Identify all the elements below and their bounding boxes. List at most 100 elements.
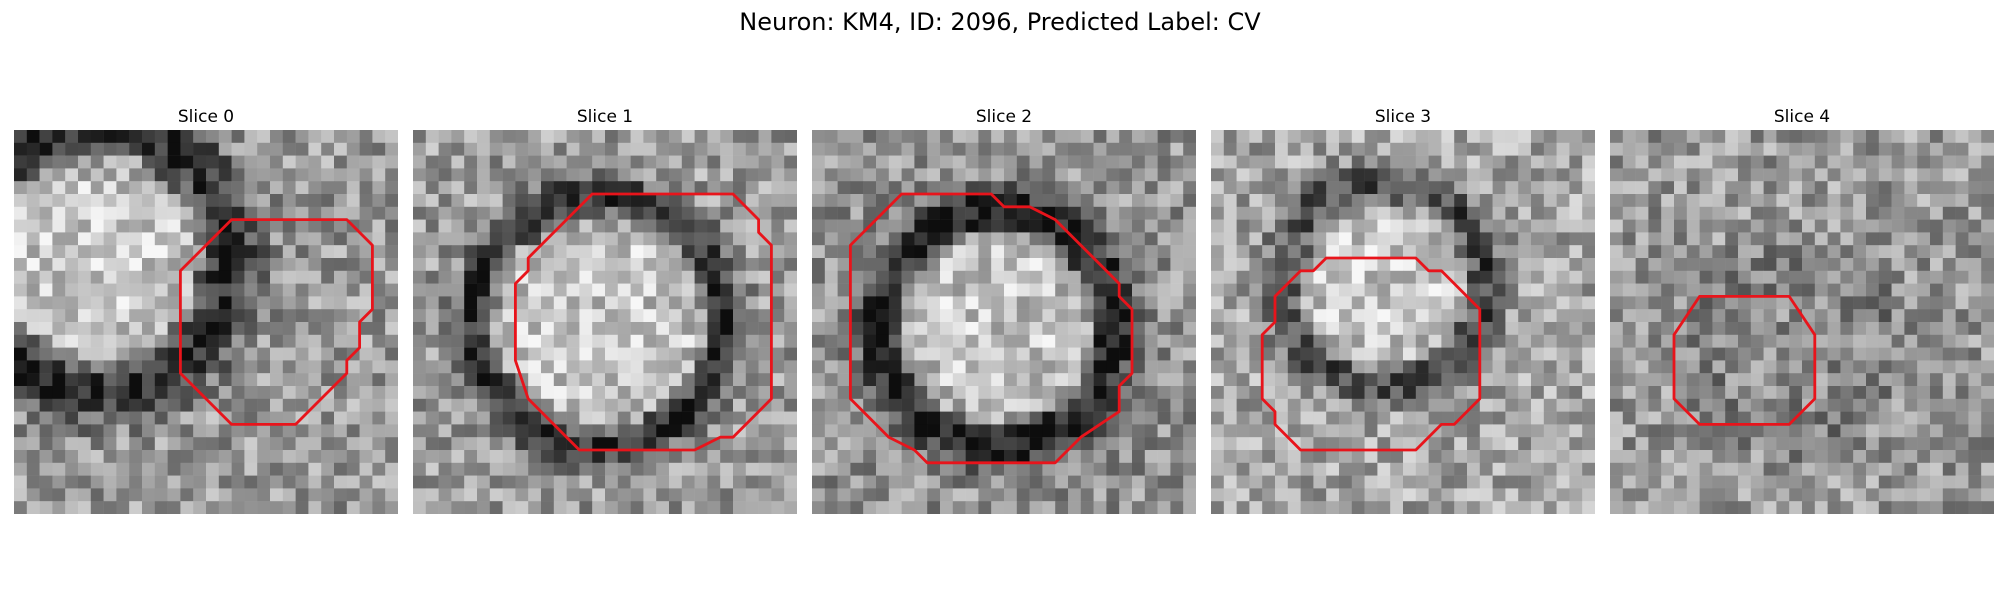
image-pixel (656, 360, 670, 374)
image-pixel (1738, 386, 1752, 400)
image-pixel (1403, 411, 1417, 425)
image-pixel (566, 168, 580, 182)
image-pixel (1878, 232, 1892, 246)
image-pixel (1223, 334, 1237, 348)
image-pixel (927, 437, 941, 451)
image-pixel (489, 411, 503, 425)
image-pixel (1415, 194, 1429, 208)
image-pixel (321, 398, 335, 412)
image-pixel (812, 296, 826, 310)
image-pixel (502, 245, 516, 259)
image-pixel (901, 462, 915, 476)
image-pixel (1930, 130, 1944, 144)
image-pixel (952, 322, 966, 336)
image-pixel (914, 219, 928, 233)
image-pixel (1789, 398, 1803, 412)
image-pixel (1968, 232, 1982, 246)
image-pixel (334, 411, 348, 425)
image-pixel (745, 258, 759, 272)
image-pixel (745, 142, 759, 156)
image-pixel (876, 155, 890, 169)
image-pixel (1029, 219, 1043, 233)
image-pixel (876, 219, 890, 233)
image-pixel (927, 462, 941, 476)
image-pixel (1610, 232, 1624, 246)
image-pixel (1236, 181, 1250, 195)
image-pixel (1569, 270, 1583, 284)
image-pixel (643, 219, 657, 233)
image-pixel (1390, 462, 1404, 476)
image-pixel (707, 411, 721, 425)
image-pixel (14, 322, 28, 336)
image-pixel (464, 437, 478, 451)
image-pixel (978, 437, 992, 451)
image-pixel (656, 219, 670, 233)
image-pixel (1853, 450, 1867, 464)
image-pixel (771, 245, 785, 259)
image-pixel (438, 424, 452, 438)
image-pixel (1351, 424, 1365, 438)
image-pixel (1802, 283, 1816, 297)
image-pixel (1275, 322, 1289, 336)
image-pixel (154, 232, 168, 246)
image-pixel (1029, 168, 1043, 182)
image-pixel (451, 130, 465, 144)
image-pixel (1403, 296, 1417, 310)
image-pixel (282, 232, 296, 246)
image-pixel (1776, 155, 1790, 169)
image-pixel (1170, 283, 1184, 297)
image-pixel (1326, 168, 1340, 182)
image-pixel (334, 168, 348, 182)
image-pixel (52, 206, 66, 220)
image-pixel (451, 322, 465, 336)
image-pixel (1556, 130, 1570, 144)
image-pixel (901, 373, 915, 387)
image-pixel (65, 232, 79, 246)
image-pixel (758, 322, 772, 336)
image-pixel (167, 270, 181, 284)
image-pixel (1211, 386, 1225, 400)
image-pixel (90, 258, 104, 272)
image-pixel (617, 437, 631, 451)
image-pixel (154, 450, 168, 464)
image-pixel (1183, 296, 1196, 310)
image-pixel (592, 232, 606, 246)
image-pixel (346, 270, 360, 284)
image-pixel (1622, 475, 1636, 489)
image-pixel (566, 475, 580, 489)
image-pixel (78, 347, 92, 361)
image-pixel (771, 475, 785, 489)
image-pixel (116, 245, 130, 259)
image-pixel (1029, 347, 1043, 361)
image-pixel (1287, 219, 1301, 233)
image-pixel (592, 462, 606, 476)
image-pixel (876, 245, 890, 259)
image-pixel (694, 462, 708, 476)
image-pixel (282, 462, 296, 476)
image-pixel (65, 142, 79, 156)
image-pixel (1763, 181, 1777, 195)
image-pixel (1930, 424, 1944, 438)
image-pixel (1878, 347, 1892, 361)
image-pixel (1223, 232, 1237, 246)
image-pixel (656, 309, 670, 323)
image-pixel (1981, 219, 1994, 233)
image-pixel (257, 142, 271, 156)
image-pixel (425, 155, 439, 169)
image-pixel (733, 334, 747, 348)
image-pixel (733, 155, 747, 169)
image-pixel (1968, 462, 1982, 476)
image-pixel (116, 296, 130, 310)
image-pixel (1428, 206, 1442, 220)
image-pixel (1211, 309, 1225, 323)
image-pixel (1262, 296, 1276, 310)
image-pixel (231, 424, 245, 438)
image-pixel (1428, 142, 1442, 156)
image-pixel (1144, 309, 1158, 323)
image-pixel (1569, 130, 1583, 144)
image-pixel (1403, 194, 1417, 208)
image-pixel (592, 194, 606, 208)
image-pixel (1827, 296, 1841, 310)
image-pixel (1326, 258, 1340, 272)
image-pixel (566, 194, 580, 208)
